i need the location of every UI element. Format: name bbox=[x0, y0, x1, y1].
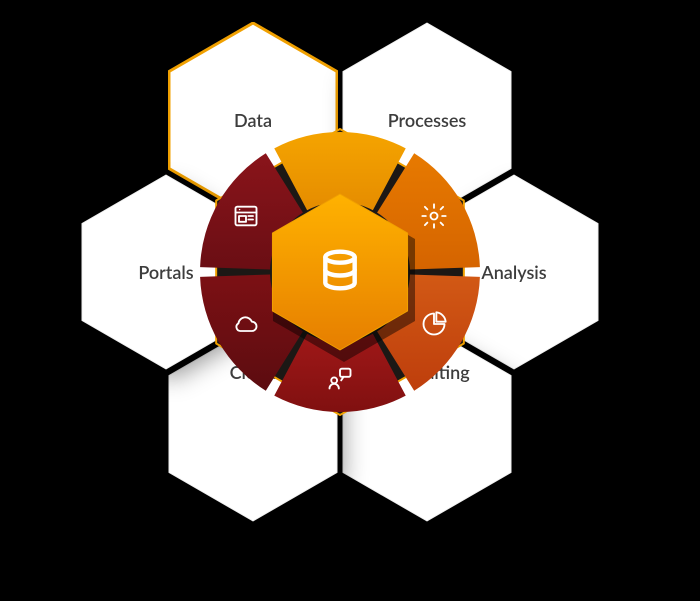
core bbox=[196, 128, 484, 416]
gear-icon bbox=[420, 202, 448, 234]
consult-icon bbox=[326, 364, 354, 396]
browser-icon bbox=[232, 202, 260, 234]
cloud-icon bbox=[232, 310, 260, 342]
database-icon bbox=[318, 248, 362, 296]
pie-icon bbox=[420, 310, 448, 342]
